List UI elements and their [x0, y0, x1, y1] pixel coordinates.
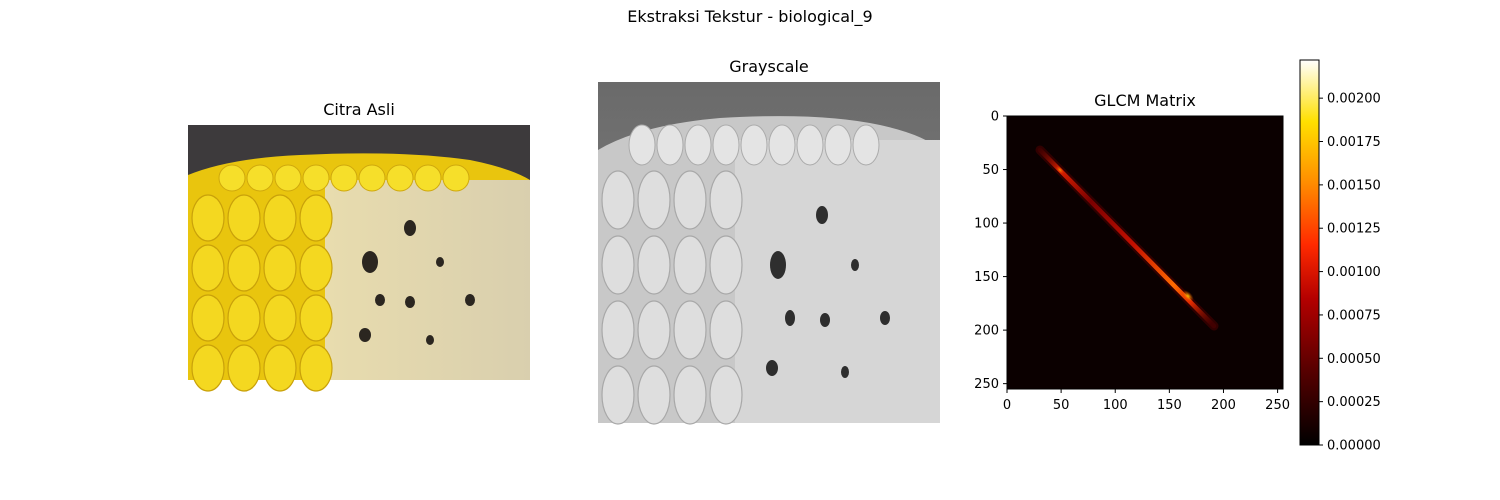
x-tick-label: 150 — [1157, 398, 1182, 413]
colorbar-tick-label: 0.00150 — [1327, 178, 1381, 193]
kernel — [191, 244, 225, 292]
colorbar-tick-label: 0.00175 — [1327, 135, 1381, 150]
kernel — [227, 194, 261, 242]
kernel — [601, 170, 635, 230]
glcm-peak — [1182, 290, 1194, 302]
kernel — [191, 344, 225, 392]
y-tick-label: 150 — [974, 270, 999, 285]
colorbar-tick-label: 0.00075 — [1327, 308, 1381, 323]
kernel — [673, 170, 707, 230]
kernel — [637, 300, 671, 360]
colorbar-tick-label: 0.00125 — [1327, 222, 1381, 237]
kernel — [637, 365, 671, 425]
kernel — [227, 294, 261, 342]
y-tick-label: 200 — [974, 324, 999, 339]
kernel — [601, 365, 635, 425]
kernel — [673, 235, 707, 295]
corn-kernels — [191, 164, 470, 392]
original-image-title: Citra Asli — [323, 100, 395, 119]
y-tick-label: 0 — [991, 110, 999, 125]
kernel — [768, 124, 796, 166]
kernel — [601, 235, 635, 295]
glcm-secondary-peak — [1056, 166, 1064, 174]
kernel — [263, 294, 297, 342]
kernel — [227, 244, 261, 292]
colorbar-tick-label: 0.00200 — [1327, 92, 1381, 107]
colorbar-tick-label: 0.00050 — [1327, 352, 1381, 367]
kernel — [824, 124, 852, 166]
kernel — [302, 164, 330, 192]
x-tick-label: 250 — [1265, 398, 1290, 413]
kernel — [684, 124, 712, 166]
kernel — [386, 164, 414, 192]
kernel — [227, 344, 261, 392]
kernel — [358, 164, 386, 192]
y-tick-label: 100 — [974, 217, 999, 232]
grayscale-corn-image — [598, 82, 940, 425]
colorbar-ticks: 0.00000 0.00025 0.00050 0.00075 0.00100 0.001… — [1319, 92, 1381, 454]
kernel — [740, 124, 768, 166]
kernel — [673, 365, 707, 425]
colorbar-gradient — [1300, 60, 1319, 445]
x-tick-label: 200 — [1211, 398, 1236, 413]
kernel — [637, 235, 671, 295]
kernel — [263, 194, 297, 242]
kernel — [274, 164, 302, 192]
grayscale-image-title: Grayscale — [729, 57, 809, 76]
x-tick-label: 50 — [1053, 398, 1070, 413]
kernel — [852, 124, 880, 166]
colorbar: 0.00000 0.00025 0.00050 0.00075 0.00100 0.001… — [1299, 59, 1381, 454]
kernel — [299, 244, 333, 292]
glcm-heatmap — [1006, 115, 1284, 390]
x-tick-label: 100 — [1103, 398, 1128, 413]
kernel — [628, 124, 656, 166]
kernel — [709, 300, 743, 360]
kernel — [673, 300, 707, 360]
colorbar-tick-label: 0.00100 — [1327, 265, 1381, 280]
figure-title: Ekstraksi Tekstur - biological_9 — [627, 7, 873, 26]
kernel — [712, 124, 740, 166]
glcm-axis-ticks: 0 50 100 150 200 250 0 50 100 150 200 250 — [974, 110, 1290, 414]
kernel — [263, 344, 297, 392]
grayscale-kernels — [601, 124, 880, 425]
kernel — [656, 124, 684, 166]
y-tick-label: 250 — [974, 377, 999, 392]
kernel — [414, 164, 442, 192]
kernel — [601, 300, 635, 360]
kernel — [709, 235, 743, 295]
colorbar-tick-label: 0.00025 — [1327, 395, 1381, 410]
kernel — [299, 194, 333, 242]
glcm-title: GLCM Matrix — [1094, 91, 1196, 110]
kernel — [191, 194, 225, 242]
kernel — [263, 244, 297, 292]
kernel — [637, 170, 671, 230]
kernel — [218, 164, 246, 192]
kernel — [442, 164, 470, 192]
colorbar-tick-label: 0.00000 — [1327, 439, 1381, 454]
original-corn-image — [188, 125, 530, 392]
kernel — [796, 124, 824, 166]
x-tick-label: 0 — [1003, 398, 1011, 413]
kernel — [709, 365, 743, 425]
kernel — [330, 164, 358, 192]
kernel — [709, 170, 743, 230]
kernel — [191, 294, 225, 342]
kernel — [299, 294, 333, 342]
kernel — [246, 164, 274, 192]
kernel — [299, 344, 333, 392]
y-tick-label: 50 — [982, 163, 999, 178]
